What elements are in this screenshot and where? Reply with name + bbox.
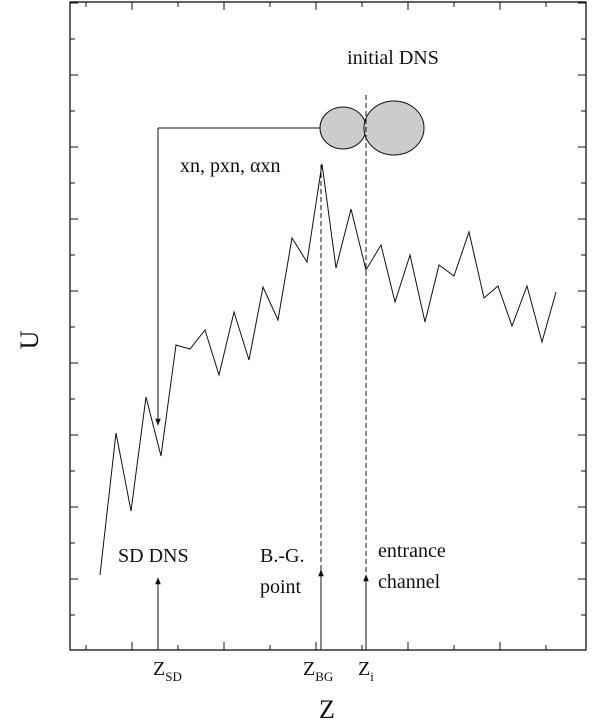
entrance-label: channel [378, 571, 441, 593]
large-nucleus [363, 100, 425, 156]
x-mark-label: ZBG [303, 658, 333, 684]
entrance-label: entrance [378, 540, 446, 562]
bg-label: B.-G. [260, 545, 304, 567]
x-mark-main: Z [153, 658, 165, 680]
small-nucleus [319, 106, 367, 150]
initial-dns-label: initial DNS [347, 47, 439, 69]
sd-dns-label: SD DNS [118, 545, 189, 567]
x-mark-sub: BG [315, 669, 333, 684]
x-mark-main: Z [358, 658, 370, 680]
x-axis-label: Z [319, 695, 335, 724]
x-mark-label: ZSD [153, 658, 182, 684]
potential-curve [99, 163, 557, 576]
x-mark-label: Zi [358, 658, 374, 684]
bg-label: point [260, 576, 302, 598]
x-mark-main: Z [303, 658, 315, 680]
x-mark-sub: SD [165, 669, 182, 684]
ticks [70, 2, 586, 650]
x-mark-sub: i [370, 669, 374, 684]
plot-frame [69, 1, 587, 651]
decay-label: xn, pxn, αxn [180, 155, 280, 177]
y-axis-label: U [15, 330, 44, 349]
